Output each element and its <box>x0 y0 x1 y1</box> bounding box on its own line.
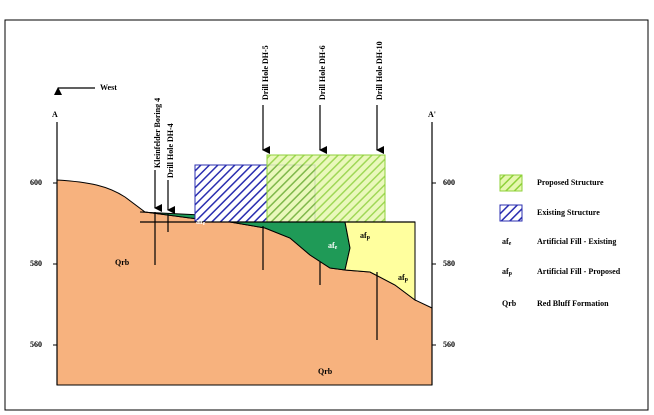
elev-label: 600 <box>30 178 42 187</box>
section-end: A' <box>428 110 436 119</box>
drill-label: Drill Hole DH-6 <box>318 45 327 100</box>
drill-label: Drill Hole DH-4 <box>166 123 175 178</box>
afe-label: afe <box>196 217 206 228</box>
proposed-structure <box>266 154 386 223</box>
qrb-label: Qrb <box>115 258 130 267</box>
drill-label: Drill Hole DH-5 <box>261 45 270 100</box>
elev-label: 580 <box>30 259 42 268</box>
legend-label: Existing Structure <box>537 208 600 217</box>
elev-label: 580 <box>443 259 455 268</box>
legend-swatch <box>499 174 523 192</box>
legend-label: Artificial Fill - Existing <box>537 237 616 246</box>
legend-label: Artificial Fill - Proposed <box>537 267 621 276</box>
qrb-label: Qrb <box>318 367 333 376</box>
afe-label: afe <box>328 241 338 252</box>
elev-label: 600 <box>443 178 455 187</box>
drill-lines <box>154 105 384 340</box>
direction: West <box>100 83 117 92</box>
elev-label: 560 <box>443 340 455 349</box>
fill-proposed <box>344 221 416 301</box>
afp-label: afp <box>398 273 409 284</box>
section-start: A <box>52 110 58 119</box>
legend-symbol: Qrb <box>502 299 517 308</box>
legend-label: Red Bluff Formation <box>537 299 609 308</box>
elev-label: 560 <box>30 340 42 349</box>
drill-label: Drill Hole DH-10 <box>375 41 384 100</box>
afp-label: afp <box>360 231 371 242</box>
frame <box>4 19 649 411</box>
legend-swatch <box>499 204 523 222</box>
legend-label: Proposed Structure <box>537 178 604 187</box>
legend-symbol: afp <box>502 267 513 278</box>
legend-symbol: afe <box>502 237 512 248</box>
drill-label: Kleinfelder Boring 4 <box>153 98 162 168</box>
